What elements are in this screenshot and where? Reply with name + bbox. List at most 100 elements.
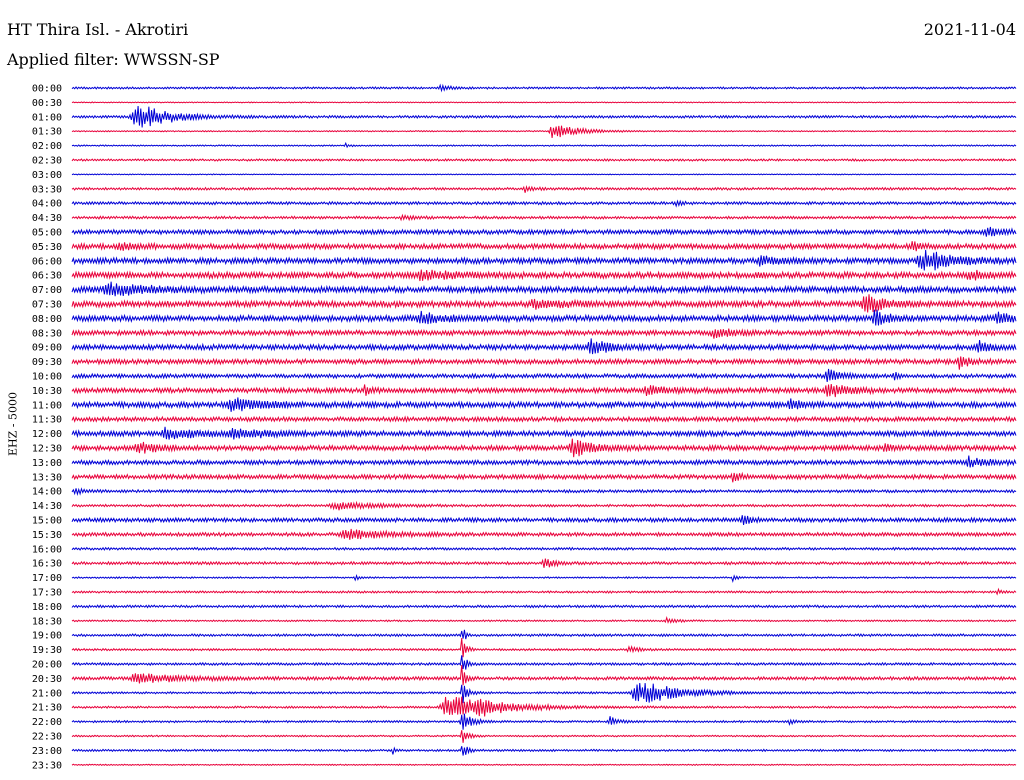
row-time-label: 03:00 bbox=[32, 170, 62, 181]
seismic-trace-row bbox=[71, 269, 1017, 282]
row-time-label: 05:00 bbox=[32, 228, 62, 239]
seismic-trace-row bbox=[71, 615, 1017, 624]
seismic-trace-row bbox=[71, 655, 1017, 670]
seismic-trace-row bbox=[71, 338, 1017, 355]
row-time-label: 11:30 bbox=[32, 415, 62, 426]
row-time-label: 05:30 bbox=[32, 242, 62, 253]
row-time-label: 15:00 bbox=[32, 516, 62, 527]
row-time-label: 09:00 bbox=[32, 343, 62, 354]
row-time-label: 07:30 bbox=[32, 300, 62, 311]
row-time-label: 23:00 bbox=[32, 746, 62, 757]
date-label: 2021-11-04 bbox=[923, 20, 1016, 39]
seismic-trace-row bbox=[71, 746, 1017, 756]
row-time-label: 17:00 bbox=[32, 573, 62, 584]
seismic-trace-row bbox=[71, 141, 1017, 149]
row-time-label: 12:00 bbox=[32, 429, 62, 440]
seismic-trace-row bbox=[71, 629, 1017, 640]
seismic-trace-row bbox=[71, 528, 1017, 540]
seismic-trace-row bbox=[71, 637, 1017, 658]
seismic-trace-row bbox=[71, 696, 1017, 717]
row-time-label: 11:00 bbox=[32, 400, 62, 411]
seismic-trace-row bbox=[71, 105, 1017, 128]
seismic-trace-row bbox=[71, 415, 1017, 423]
row-time-label: 00:00 bbox=[32, 84, 62, 95]
row-time-label: 04:30 bbox=[32, 213, 62, 224]
row-time-label: 19:30 bbox=[32, 645, 62, 656]
seismic-trace-row bbox=[71, 763, 1017, 767]
row-time-label: 07:00 bbox=[32, 285, 62, 296]
seismic-trace-row bbox=[71, 249, 1017, 271]
seismic-trace-row bbox=[71, 574, 1017, 584]
row-time-label: 21:00 bbox=[32, 688, 62, 699]
row-time-label: 16:00 bbox=[32, 544, 62, 555]
seismic-trace-row bbox=[71, 226, 1017, 237]
seismic-trace-row bbox=[71, 368, 1017, 383]
seismic-trace-row bbox=[71, 356, 1017, 370]
row-time-label: 13:00 bbox=[32, 458, 62, 469]
seismic-trace-row bbox=[71, 471, 1017, 483]
row-time-label: 08:00 bbox=[32, 314, 62, 325]
seismic-trace-row bbox=[71, 281, 1017, 297]
row-time-label: 06:00 bbox=[32, 256, 62, 267]
seismic-trace-row bbox=[71, 309, 1017, 326]
seismic-trace-row bbox=[71, 125, 1017, 138]
seismic-trace-row bbox=[71, 558, 1017, 568]
seismic-trace-row bbox=[71, 185, 1017, 193]
row-time-label: 09:30 bbox=[32, 357, 62, 368]
seismic-trace-row bbox=[71, 604, 1017, 609]
row-time-label: 22:30 bbox=[32, 732, 62, 743]
row-time-label: 13:30 bbox=[32, 472, 62, 483]
row-time-label: 17:30 bbox=[32, 588, 62, 599]
row-time-label: 06:30 bbox=[32, 271, 62, 282]
seismic-trace-row bbox=[71, 328, 1017, 339]
row-time-label: 03:30 bbox=[32, 184, 62, 195]
seismic-trace-row bbox=[71, 683, 1017, 704]
seismic-trace-row bbox=[71, 101, 1017, 104]
row-time-label: 02:00 bbox=[32, 141, 62, 152]
seismic-trace-row bbox=[71, 199, 1017, 208]
seismic-trace-row bbox=[71, 294, 1017, 313]
seismic-trace-row bbox=[71, 487, 1017, 496]
row-time-label: 15:30 bbox=[32, 530, 62, 541]
seismic-trace-row bbox=[71, 587, 1017, 596]
row-time-label: 20:30 bbox=[32, 674, 62, 685]
row-time-label: 20:00 bbox=[32, 660, 62, 671]
row-time-label: 19:00 bbox=[32, 631, 62, 642]
row-time-label: 16:30 bbox=[32, 559, 62, 570]
row-time-label: 18:30 bbox=[32, 616, 62, 627]
seismic-trace-row bbox=[71, 515, 1017, 526]
seismic-trace-row bbox=[71, 438, 1017, 458]
row-time-label: 10:30 bbox=[32, 386, 62, 397]
row-time-label: 18:00 bbox=[32, 602, 62, 613]
seismic-trace-row bbox=[71, 730, 1017, 743]
seismic-trace-row bbox=[71, 397, 1017, 412]
row-time-label: 04:00 bbox=[32, 199, 62, 210]
seismic-trace-row bbox=[71, 500, 1017, 511]
seismic-trace-row bbox=[71, 83, 1017, 93]
seismic-trace-row bbox=[71, 665, 1017, 686]
filter-label: Applied filter: WWSSN-SP bbox=[7, 50, 220, 69]
row-time-label: 02:30 bbox=[32, 156, 62, 167]
row-time-label: 12:30 bbox=[32, 444, 62, 455]
seismic-trace-row bbox=[71, 455, 1017, 468]
row-time-label: 22:00 bbox=[32, 717, 62, 728]
row-time-label: 21:30 bbox=[32, 703, 62, 714]
seismic-trace-row bbox=[71, 546, 1017, 552]
seismic-trace-row bbox=[71, 384, 1017, 398]
row-time-label: 14:30 bbox=[32, 501, 62, 512]
row-time-label: 14:00 bbox=[32, 487, 62, 498]
row-time-label: 00:30 bbox=[32, 98, 62, 109]
row-time-label: 23:30 bbox=[32, 760, 62, 771]
row-time-label: 08:30 bbox=[32, 328, 62, 339]
seismic-trace-row bbox=[71, 426, 1017, 440]
seismic-trace-row bbox=[71, 213, 1017, 222]
row-time-label: 01:00 bbox=[32, 112, 62, 123]
row-time-label: 10:00 bbox=[32, 372, 62, 383]
row-time-label: 01:30 bbox=[32, 127, 62, 138]
seismic-trace-row bbox=[71, 241, 1017, 252]
station-title: HT Thira Isl. - Akrotiri bbox=[7, 20, 189, 39]
seismic-trace-row bbox=[71, 158, 1017, 162]
seismic-trace-row bbox=[71, 173, 1017, 176]
seismic-trace-row bbox=[71, 713, 1017, 730]
